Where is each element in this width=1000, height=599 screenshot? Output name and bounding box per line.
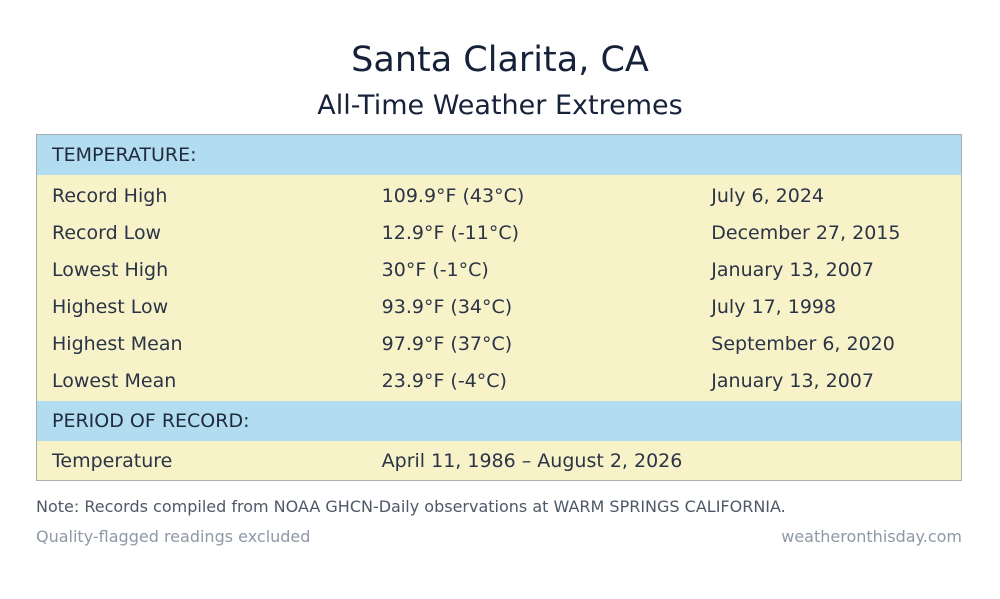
row-value: 97.9°F (37°C): [381, 332, 513, 355]
site-credit: weatheronthisday.com: [781, 527, 962, 546]
quality-note: Quality-flagged readings excluded: [36, 527, 311, 546]
page-subtitle: All-Time Weather Extremes: [317, 90, 683, 121]
table-row: Lowest Mean 23.9°F (-4°C) January 13, 20…: [37, 362, 961, 399]
row-date: December 27, 2015: [711, 221, 901, 244]
table-row: Highest Low 93.9°F (34°C) July 17, 1998: [37, 288, 961, 325]
row-value: 109.9°F (43°C): [381, 184, 525, 207]
row-label: Highest Low: [52, 295, 169, 318]
table-row: Temperature April 11, 1986 – August 2, 2…: [37, 442, 961, 479]
data-source-note: Note: Records compiled from NOAA GHCN-Da…: [36, 497, 786, 516]
row-label: Lowest Mean: [52, 369, 177, 392]
temperature-rows: Record High 109.9°F (43°C) July 6, 2024 …: [37, 175, 961, 401]
row-value: 30°F (-1°C): [381, 258, 489, 281]
row-date: September 6, 2020: [711, 332, 895, 355]
table-row: Lowest High 30°F (-1°C) January 13, 2007: [37, 251, 961, 288]
section-header-period-of-record: PERIOD OF RECORD:: [37, 401, 961, 441]
row-value: April 11, 1986 – August 2, 2026: [381, 449, 683, 472]
table-row: Highest Mean 97.9°F (37°C) September 6, …: [37, 325, 961, 362]
extremes-table: TEMPERATURE: Record High 109.9°F (43°C) …: [36, 134, 962, 481]
page-title: Santa Clarita, CA: [351, 40, 649, 80]
row-date: January 13, 2007: [711, 258, 874, 281]
row-date: July 6, 2024: [711, 184, 825, 207]
row-value: 12.9°F (-11°C): [381, 221, 520, 244]
row-date: July 17, 1998: [711, 295, 837, 318]
table-row: Record High 109.9°F (43°C) July 6, 2024: [37, 177, 961, 214]
row-label: Record Low: [52, 221, 162, 244]
row-value: 93.9°F (34°C): [381, 295, 513, 318]
table-row: Record Low 12.9°F (-11°C) December 27, 2…: [37, 214, 961, 251]
row-date: January 13, 2007: [711, 369, 874, 392]
row-value: 23.9°F (-4°C): [381, 369, 507, 392]
row-label: Highest Mean: [52, 332, 183, 355]
section-header-temperature: TEMPERATURE:: [37, 135, 961, 175]
row-label: Temperature: [52, 449, 173, 472]
period-rows: Temperature April 11, 1986 – August 2, 2…: [37, 441, 961, 480]
row-label: Record High: [52, 184, 168, 207]
row-label: Lowest High: [52, 258, 169, 281]
